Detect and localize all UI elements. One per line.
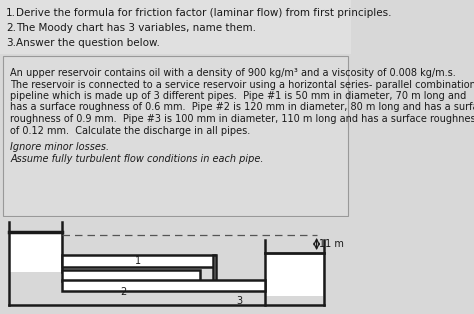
- Text: has a surface roughness of 0.6 mm.  Pipe #2 is 120 mm in diameter, 80 m long and: has a surface roughness of 0.6 mm. Pipe …: [10, 102, 474, 112]
- Text: An upper reservoir contains oil with a density of 900 kg/m³ and a viscosity of 0: An upper reservoir contains oil with a d…: [10, 68, 456, 78]
- Text: Assume fully turbulent flow conditions in each pipe.: Assume fully turbulent flow conditions i…: [10, 154, 264, 164]
- Text: pipeline which is made up of 3 different pipes.  Pipe #1 is 50 mm in diameter, 7: pipeline which is made up of 3 different…: [10, 91, 466, 101]
- Bar: [0, 217, 351, 314]
- Text: 11 m: 11 m: [319, 239, 344, 249]
- Text: 3.: 3.: [6, 38, 16, 48]
- Bar: [265, 254, 323, 296]
- Text: The Moody chart has 3 variables, name them.: The Moody chart has 3 variables, name th…: [16, 23, 256, 33]
- Text: 3: 3: [237, 296, 243, 306]
- Text: Answer the question below.: Answer the question below.: [16, 38, 160, 48]
- Bar: [62, 270, 200, 281]
- Text: 1: 1: [135, 256, 141, 266]
- Bar: [213, 255, 216, 284]
- Text: of 0.12 mm.  Calculate the discharge in all pipes.: of 0.12 mm. Calculate the discharge in a…: [10, 126, 251, 136]
- Text: 2: 2: [120, 287, 127, 297]
- Bar: [9, 233, 62, 272]
- Text: The reservoir is connected to a service reservoir using a horizontal series- par: The reservoir is connected to a service …: [10, 79, 474, 89]
- Bar: [3, 56, 347, 216]
- Bar: [62, 255, 215, 267]
- Bar: [0, 0, 351, 54]
- Text: Derive the formula for friction factor (laminar flow) from first principles.: Derive the formula for friction factor (…: [16, 8, 392, 18]
- Bar: [62, 280, 265, 291]
- Text: roughness of 0.9 mm.  Pipe #3 is 100 mm in diameter, 110 m long and has a surfac: roughness of 0.9 mm. Pipe #3 is 100 mm i…: [10, 114, 474, 124]
- Text: 1.: 1.: [6, 8, 16, 18]
- Text: Ignore minor losses.: Ignore minor losses.: [10, 142, 109, 152]
- Text: 2.: 2.: [6, 23, 16, 33]
